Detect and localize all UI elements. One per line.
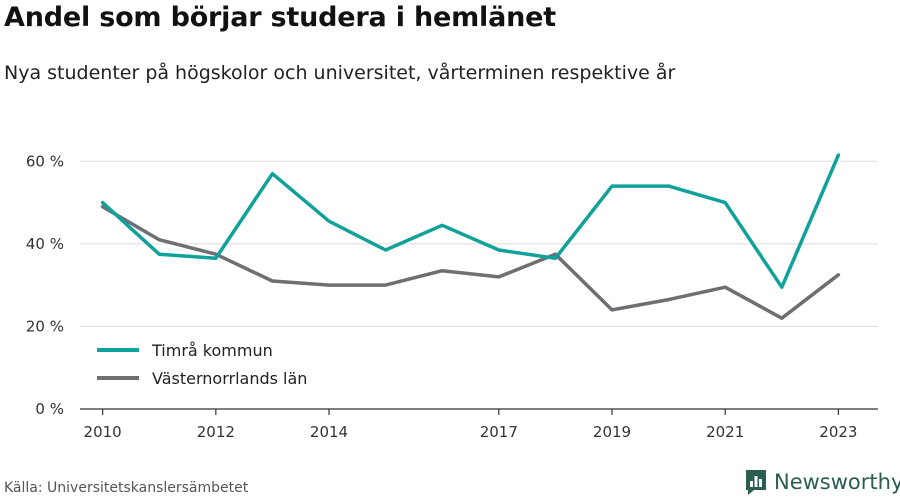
x-tick-label: 2010 [84,423,122,441]
chart-subtitle: Nya studenter på högskolor och universit… [4,62,676,84]
y-tick-label: 0 % [35,400,64,418]
brand-name: Newsworthy [774,470,900,494]
line-chart: 0 % 20 % 40 % 60 % 2010 2012 2014 2017 2019 2021 2… [26,152,878,441]
y-tick-label: 40 % [26,235,64,253]
bar-chart-logo-icon [746,470,766,495]
brand-logo: Newsworthy [744,468,900,496]
legend-label: Timrå kommun [151,341,273,360]
chart-title: Andel som börjar studera i hemlänet [4,2,556,33]
x-tick-label: 2021 [706,423,744,441]
source-note: Källa: Universitetskanslersämbetet [4,480,249,496]
series-line-vasternorrland [100,204,841,320]
x-tick-label: 2019 [593,423,631,441]
x-tick-label: 2017 [480,423,518,441]
x-tick-label: 2014 [310,423,348,441]
x-tick-label: 2012 [197,423,235,441]
y-tick-label: 60 % [26,152,64,170]
x-tick-label: 2023 [819,423,857,441]
legend-label: Västernorrlands län [152,369,307,388]
y-tick-label: 20 % [26,317,64,335]
series-line-timra [100,153,841,289]
